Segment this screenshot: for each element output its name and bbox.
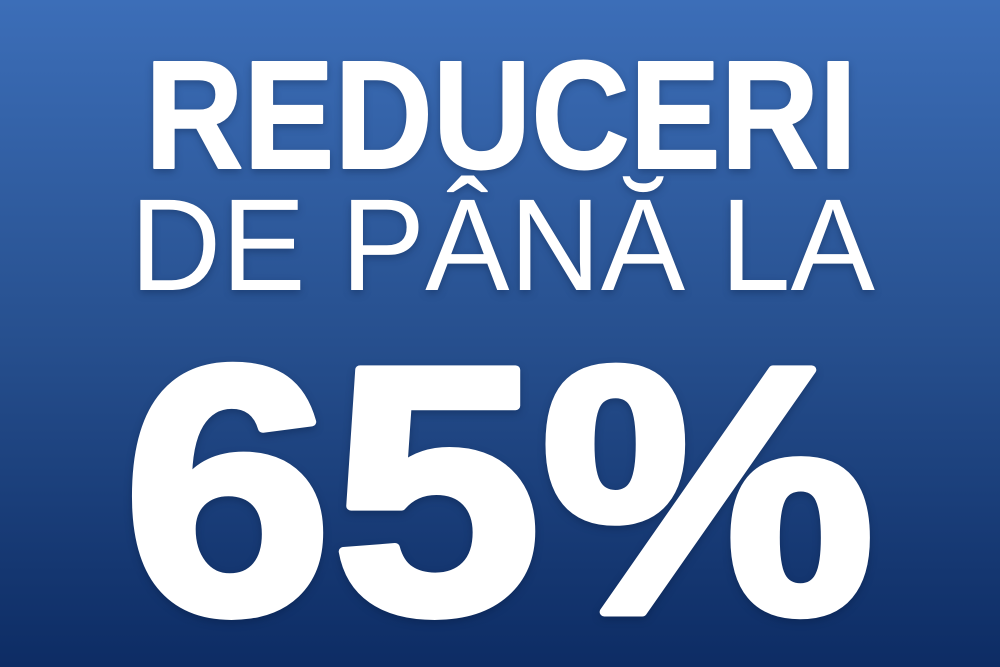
discount-percentage: 65%	[123, 293, 875, 667]
headline-reduceri: REDUCERI	[145, 29, 857, 201]
subheadline-de-pana-la: DE PÂNĂ LA	[130, 171, 876, 318]
